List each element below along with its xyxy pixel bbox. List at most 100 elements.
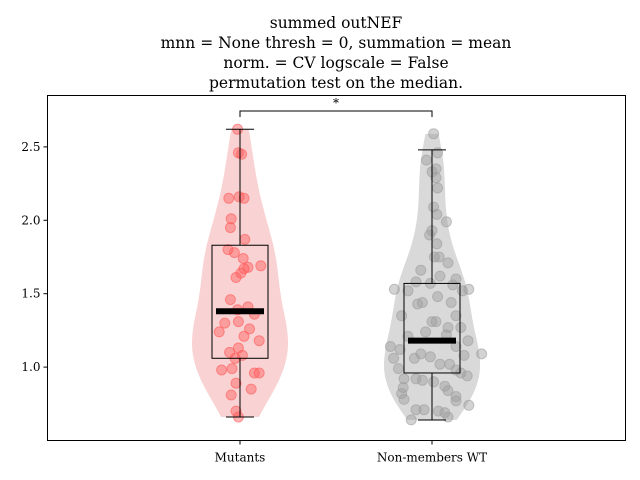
data-point-non-members-wt <box>430 316 442 328</box>
data-point-non-members-wt <box>432 405 444 417</box>
significance-bracket <box>239 110 433 117</box>
data-point-non-members-wt <box>424 229 436 241</box>
data-point-non-members-wt <box>431 208 443 220</box>
data-point-non-members-wt <box>388 352 400 364</box>
data-point-non-members-wt <box>416 374 428 386</box>
plot-frame <box>47 95 626 441</box>
y-tick-label: 1.5 <box>21 287 40 301</box>
data-point-non-members-wt <box>415 264 427 276</box>
data-point-mutants <box>213 326 225 338</box>
x-tick-label: Mutants <box>215 451 266 465</box>
data-point-mutants <box>242 261 254 273</box>
data-point-non-members-wt <box>440 216 452 228</box>
data-point-non-members-wt <box>426 316 438 328</box>
data-point-non-members-wt <box>396 388 408 399</box>
box-mutants <box>211 244 269 359</box>
y-tick-label: 2.5 <box>21 140 40 154</box>
data-point-mutants <box>245 383 257 395</box>
violin-mutants <box>192 129 288 418</box>
data-point-non-members-wt <box>388 283 400 295</box>
box-non-members-wt <box>403 282 461 374</box>
data-point-non-members-wt <box>432 182 444 194</box>
significance-label: * <box>333 96 339 110</box>
data-point-mutants <box>228 247 240 259</box>
data-point-mutants <box>219 317 231 329</box>
data-point-mutants <box>236 148 248 160</box>
axes: 1.0 1.5 2.0 2.5 Mutants Non-members WT <box>21 140 487 465</box>
data-point-non-members-wt <box>458 349 470 361</box>
data-point-mutants <box>244 323 256 335</box>
data-point-non-members-wt <box>450 391 462 402</box>
data-point-mutants <box>238 330 250 342</box>
data-point-non-members-wt <box>456 285 468 297</box>
data-point-mutants <box>224 222 236 234</box>
data-point-mutants <box>253 367 265 379</box>
data-point-non-members-wt <box>398 393 410 405</box>
data-point-non-members-wt <box>432 291 444 303</box>
data-point-non-members-wt <box>447 279 459 291</box>
data-point-non-members-wt <box>476 348 488 360</box>
data-point-non-members-wt <box>418 404 430 416</box>
data-point-mutants <box>232 316 244 328</box>
data-point-non-members-wt <box>410 373 422 385</box>
data-point-non-members-wt <box>461 370 473 382</box>
data-point-mutants <box>230 405 242 417</box>
data-point-mutants <box>255 260 267 272</box>
data-point-non-members-wt <box>462 335 474 347</box>
data-point-non-members-wt <box>420 154 432 166</box>
data-point-non-members-wt <box>433 251 445 263</box>
data-point-non-members-wt <box>394 344 406 355</box>
data-point-mutants <box>225 213 237 225</box>
title-line-3: norm. = CV logscale = False <box>223 54 448 72</box>
title-line-1: summed outNEF <box>270 14 403 32</box>
data-point-non-members-wt <box>428 376 440 388</box>
data-point-non-members-wt <box>431 238 443 250</box>
data-point-non-members-wt <box>434 358 446 370</box>
data-point-non-members-wt <box>410 276 422 288</box>
data-point-non-members-wt <box>402 285 414 297</box>
data-point-non-members-wt <box>439 380 451 392</box>
data-point-mutants <box>225 389 237 401</box>
data-point-mutants <box>230 272 242 283</box>
data-point-non-members-wt <box>450 395 462 407</box>
data-point-mutants <box>216 364 228 376</box>
data-point-non-members-wt <box>455 322 467 333</box>
chart-title: summed outNEF mnn = None thresh = 0, sum… <box>161 14 512 92</box>
data-point-non-members-wt <box>430 172 442 184</box>
data-point-mutants <box>253 335 265 347</box>
data-point-non-members-wt <box>450 273 462 285</box>
data-point-non-members-wt <box>434 270 446 282</box>
data-point-non-members-wt <box>463 283 475 295</box>
title-line-2: mnn = None thresh = 0, summation = mean <box>161 34 512 52</box>
data-point-non-members-wt <box>410 404 422 416</box>
data-point-mutants <box>238 192 250 204</box>
data-point-non-members-wt <box>412 298 424 310</box>
data-point-mutants <box>224 294 236 306</box>
data-point-non-members-wt <box>420 326 432 338</box>
data-point-non-members-wt <box>428 128 440 140</box>
data-point-non-members-wt <box>442 257 454 269</box>
plot-area: * <box>192 96 488 426</box>
data-point-non-members-wt <box>392 363 404 375</box>
data-point-non-members-wt <box>450 310 462 322</box>
data-point-non-members-wt <box>384 341 396 352</box>
data-point-mutants <box>239 233 251 245</box>
data-point-non-members-wt <box>445 297 457 308</box>
data-point-non-members-wt <box>398 373 410 385</box>
data-point-mutants <box>222 244 234 256</box>
data-point-mutants <box>223 192 235 204</box>
data-point-non-members-wt <box>408 352 420 364</box>
data-point-non-members-wt <box>405 414 417 426</box>
title-line-4: permutation test on the median. <box>209 74 463 92</box>
y-tick-label: 1.0 <box>21 360 40 374</box>
data-point-non-members-wt <box>432 147 444 159</box>
x-tick-label: Non-members WT <box>377 451 487 465</box>
y-tick-label: 2.0 <box>21 213 40 227</box>
data-point-mutants <box>226 363 238 375</box>
data-point-non-members-wt <box>463 399 475 411</box>
data-point-mutants <box>230 377 242 389</box>
data-point-non-members-wt <box>396 310 408 322</box>
data-point-non-members-wt <box>442 411 454 423</box>
data-point-non-members-wt <box>424 351 436 363</box>
